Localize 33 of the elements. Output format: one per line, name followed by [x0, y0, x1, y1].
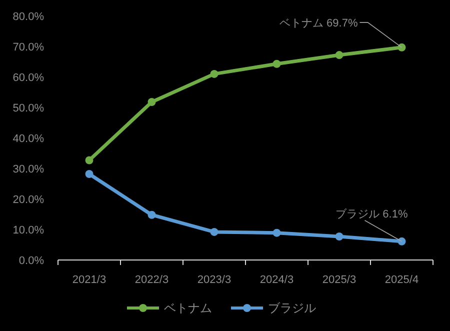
- y-tick-label: 50.0%: [12, 102, 44, 114]
- annotation: ベトナム 69.7%: [280, 17, 402, 48]
- y-tick-label: 30.0%: [12, 164, 44, 176]
- point: [398, 237, 406, 246]
- x-tick-label: 2023/3: [197, 274, 232, 286]
- y-tick-label: 70.0%: [12, 42, 44, 54]
- point: [210, 228, 218, 236]
- point: [272, 60, 281, 68]
- x-tick-label: 2022/3: [134, 274, 169, 286]
- annotation: ブラジル 6.1%: [336, 207, 408, 220]
- y-tick-label: 60.0%: [12, 72, 44, 84]
- x-tick-label: 2025/4: [384, 274, 419, 286]
- point: [148, 98, 156, 106]
- y-tick-label: 0.0%: [18, 255, 44, 267]
- legend-label: ベトナム: [164, 301, 212, 315]
- annotation: ブラジル 6.1%: [336, 208, 408, 242]
- point: [335, 51, 344, 60]
- y-tick-label: 80.0%: [12, 11, 44, 23]
- point: [335, 232, 344, 241]
- x-tick-label: 2024/3: [260, 274, 294, 286]
- point: [210, 70, 218, 78]
- x-tick-label: 2021/3: [72, 274, 106, 286]
- point: [398, 43, 406, 52]
- y-tick-label: 20.0%: [12, 194, 44, 206]
- y-tick-label: 10.0%: [12, 224, 44, 236]
- legend-label: ブラジル: [268, 301, 316, 315]
- point: [85, 156, 94, 164]
- point: [272, 228, 281, 237]
- annotation: ベトナム 69.7%: [280, 17, 358, 30]
- x-tick-label: 2025/3: [322, 274, 356, 286]
- y-tick-label: 40.0%: [12, 133, 44, 145]
- point: [148, 210, 156, 219]
- point: [85, 170, 94, 178]
